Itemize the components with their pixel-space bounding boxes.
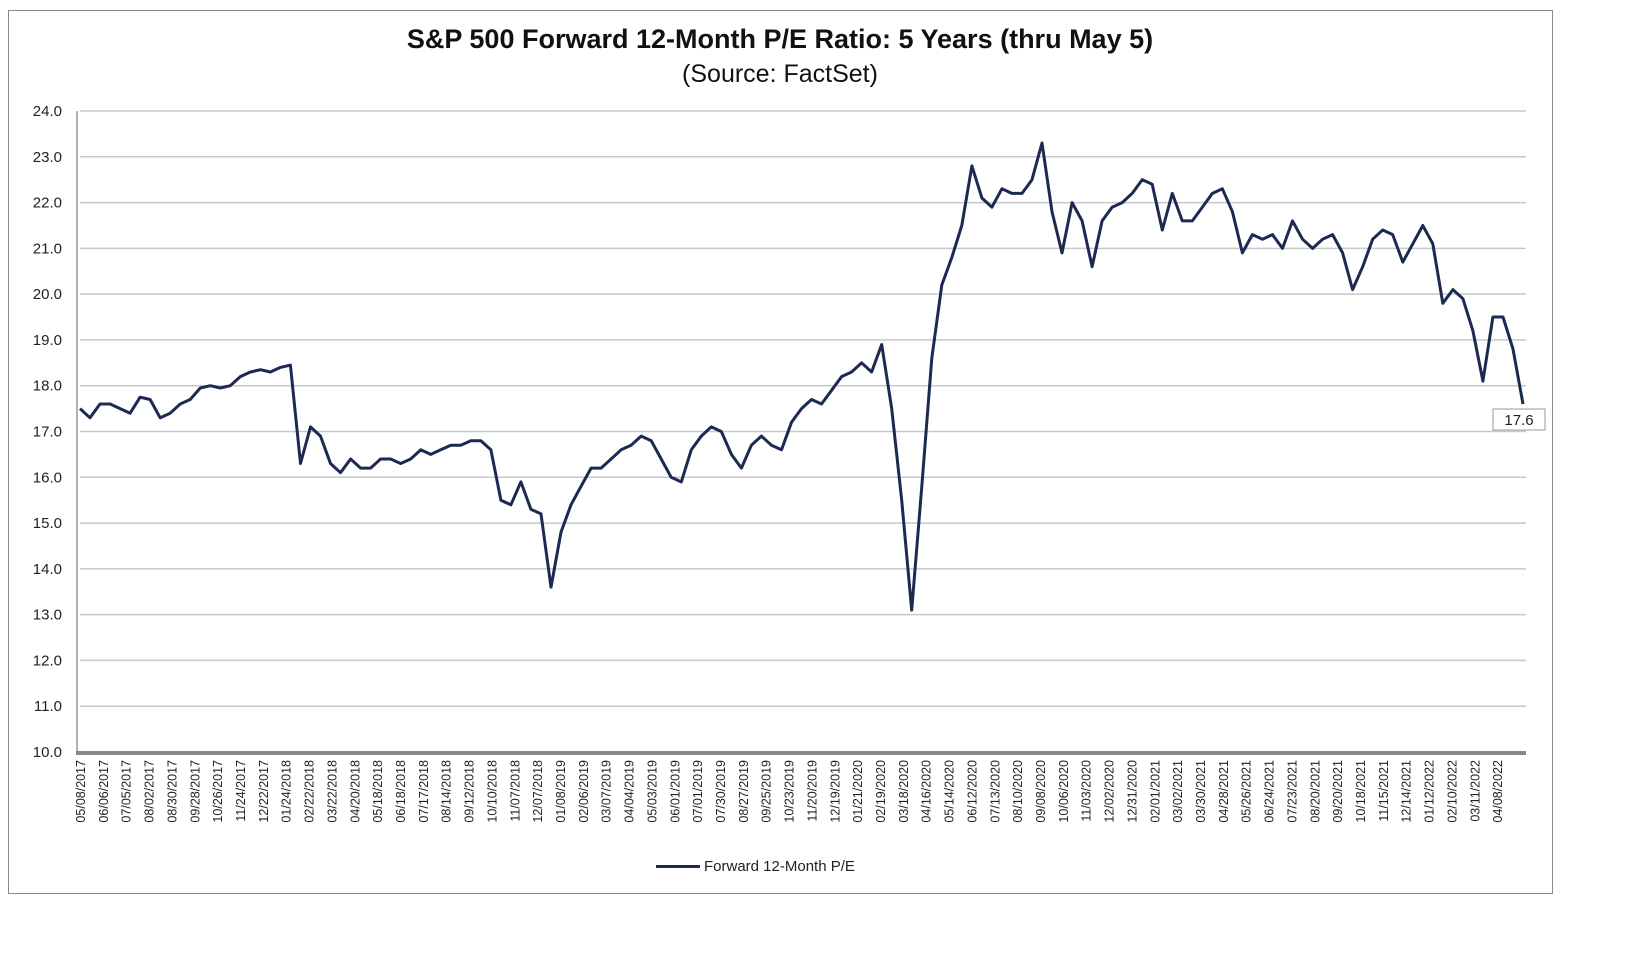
x-tick-label: 01/12/2022 xyxy=(1423,760,1437,823)
x-tick-label: 03/02/2021 xyxy=(1171,760,1185,823)
x-tick-label: 01/08/2019 xyxy=(554,760,568,823)
y-tick-label: 14.0 xyxy=(33,561,62,578)
y-tick-label: 10.0 xyxy=(33,744,62,761)
x-tick-label: 09/12/2018 xyxy=(463,760,477,823)
x-tick-label: 05/08/2017 xyxy=(74,760,88,823)
last-value-box xyxy=(1492,408,1546,431)
x-tick-label: 12/02/2020 xyxy=(1103,760,1117,823)
x-tick-label: 09/25/2019 xyxy=(760,760,774,823)
y-tick-label: 11.0 xyxy=(34,698,62,715)
y-tick-label: 21.0 xyxy=(33,240,62,257)
x-tick-label: 12/22/2017 xyxy=(257,760,271,823)
x-tick-label: 02/06/2019 xyxy=(577,760,591,823)
chart-frame xyxy=(8,10,1553,894)
legend-label: Forward 12-Month P/E xyxy=(704,858,855,875)
y-tick-label: 16.0 xyxy=(33,469,62,486)
series-line-forward-pe xyxy=(78,141,1525,612)
x-tick-label: 11/24/2017 xyxy=(234,760,248,822)
x-tick-label: 10/06/2020 xyxy=(1057,760,1071,823)
y-tick-label: 20.0 xyxy=(33,286,62,303)
x-tick-label: 05/03/2019 xyxy=(645,760,659,823)
x-tick-label: 07/05/2017 xyxy=(120,760,134,823)
x-tick-label: 11/20/2019 xyxy=(805,760,819,822)
x-tick-label: 03/18/2020 xyxy=(897,760,911,823)
y-tick-label: 13.0 xyxy=(33,607,62,624)
x-tick-label: 09/20/2021 xyxy=(1331,760,1345,823)
x-tick-label: 07/01/2019 xyxy=(691,760,705,823)
x-tick-label: 06/18/2018 xyxy=(394,760,408,823)
chart-subtitle: (Source: FactSet) xyxy=(682,60,878,88)
x-tick-label: 08/10/2020 xyxy=(1011,760,1025,823)
x-tick-label: 12/31/2020 xyxy=(1125,760,1139,823)
x-tick-label: 04/20/2018 xyxy=(348,760,362,823)
y-tick-label: 17.0 xyxy=(33,424,62,441)
x-tick-label: 08/30/2017 xyxy=(165,760,179,823)
x-tick-label: 03/11/2022 xyxy=(1468,760,1482,822)
x-tick-label: 12/19/2019 xyxy=(828,760,842,823)
x-tick-label: 08/02/2017 xyxy=(143,760,157,823)
x-tick-label: 02/22/2018 xyxy=(303,760,317,823)
x-tick-label: 12/07/2018 xyxy=(531,760,545,823)
y-tick-label: 18.0 xyxy=(33,378,62,395)
legend: Forward 12-Month P/E xyxy=(656,858,855,875)
legend-line-swatch xyxy=(656,865,700,868)
x-tick-label: 09/28/2017 xyxy=(188,760,202,823)
x-tick-label: 11/15/2021 xyxy=(1377,760,1391,822)
x-tick-label: 03/22/2018 xyxy=(325,760,339,823)
x-tick-label: 05/18/2018 xyxy=(371,760,385,823)
x-tick-label: 06/12/2020 xyxy=(965,760,979,823)
x-tick-label: 06/24/2021 xyxy=(1263,760,1277,823)
x-tick-label: 06/01/2019 xyxy=(668,760,682,823)
x-tick-label: 05/26/2021 xyxy=(1240,760,1254,823)
x-tick-label: 07/30/2019 xyxy=(714,760,728,823)
x-tick-label: 01/21/2020 xyxy=(851,760,865,823)
x-tick-label: 12/14/2021 xyxy=(1400,760,1414,823)
x-tick-label: 01/24/2018 xyxy=(280,760,294,823)
x-tick-label: 11/03/2020 xyxy=(1080,760,1094,822)
x-tick-label: 04/16/2020 xyxy=(920,760,934,823)
x-tick-label: 04/28/2021 xyxy=(1217,760,1231,823)
x-tick-label: 10/10/2018 xyxy=(485,760,499,823)
y-tick-label: 23.0 xyxy=(33,149,62,166)
x-tick-label: 08/27/2019 xyxy=(737,760,751,823)
x-tick-label: 08/20/2021 xyxy=(1308,760,1322,823)
x-tick-label: 03/30/2021 xyxy=(1194,760,1208,823)
y-tick-label: 22.0 xyxy=(33,195,62,212)
x-tick-label: 09/08/2020 xyxy=(1034,760,1048,823)
x-tick-label: 04/08/2022 xyxy=(1491,760,1505,823)
x-tick-label: 05/14/2020 xyxy=(943,760,957,823)
y-tick-label: 15.0 xyxy=(33,515,62,532)
x-tick-label: 04/04/2019 xyxy=(623,760,637,823)
x-tick-label: 02/10/2022 xyxy=(1445,760,1459,823)
x-tick-label: 02/01/2021 xyxy=(1148,760,1162,823)
x-tick-label: 06/06/2017 xyxy=(97,760,111,823)
y-tick-label: 19.0 xyxy=(33,332,62,349)
x-tick-label: 10/26/2017 xyxy=(211,760,225,823)
x-tick-label: 10/18/2021 xyxy=(1354,760,1368,823)
x-tick-label: 07/17/2018 xyxy=(417,760,431,823)
x-tick-label: 11/07/2018 xyxy=(508,760,522,822)
x-tick-label: 03/07/2019 xyxy=(600,760,614,823)
x-tick-label: 07/13/2020 xyxy=(988,760,1002,823)
x-tick-label: 10/23/2019 xyxy=(783,760,797,823)
y-tick-label: 24.0 xyxy=(33,103,62,120)
x-tick-label: 07/23/2021 xyxy=(1285,760,1299,823)
x-tick-label: 02/19/2020 xyxy=(874,760,888,823)
y-tick-label: 12.0 xyxy=(33,652,62,669)
last-value-label: 17.6 xyxy=(1504,412,1533,429)
x-tick-label: 08/14/2018 xyxy=(440,760,454,823)
chart-title: S&P 500 Forward 12-Month P/E Ratio: 5 Ye… xyxy=(406,24,1154,54)
